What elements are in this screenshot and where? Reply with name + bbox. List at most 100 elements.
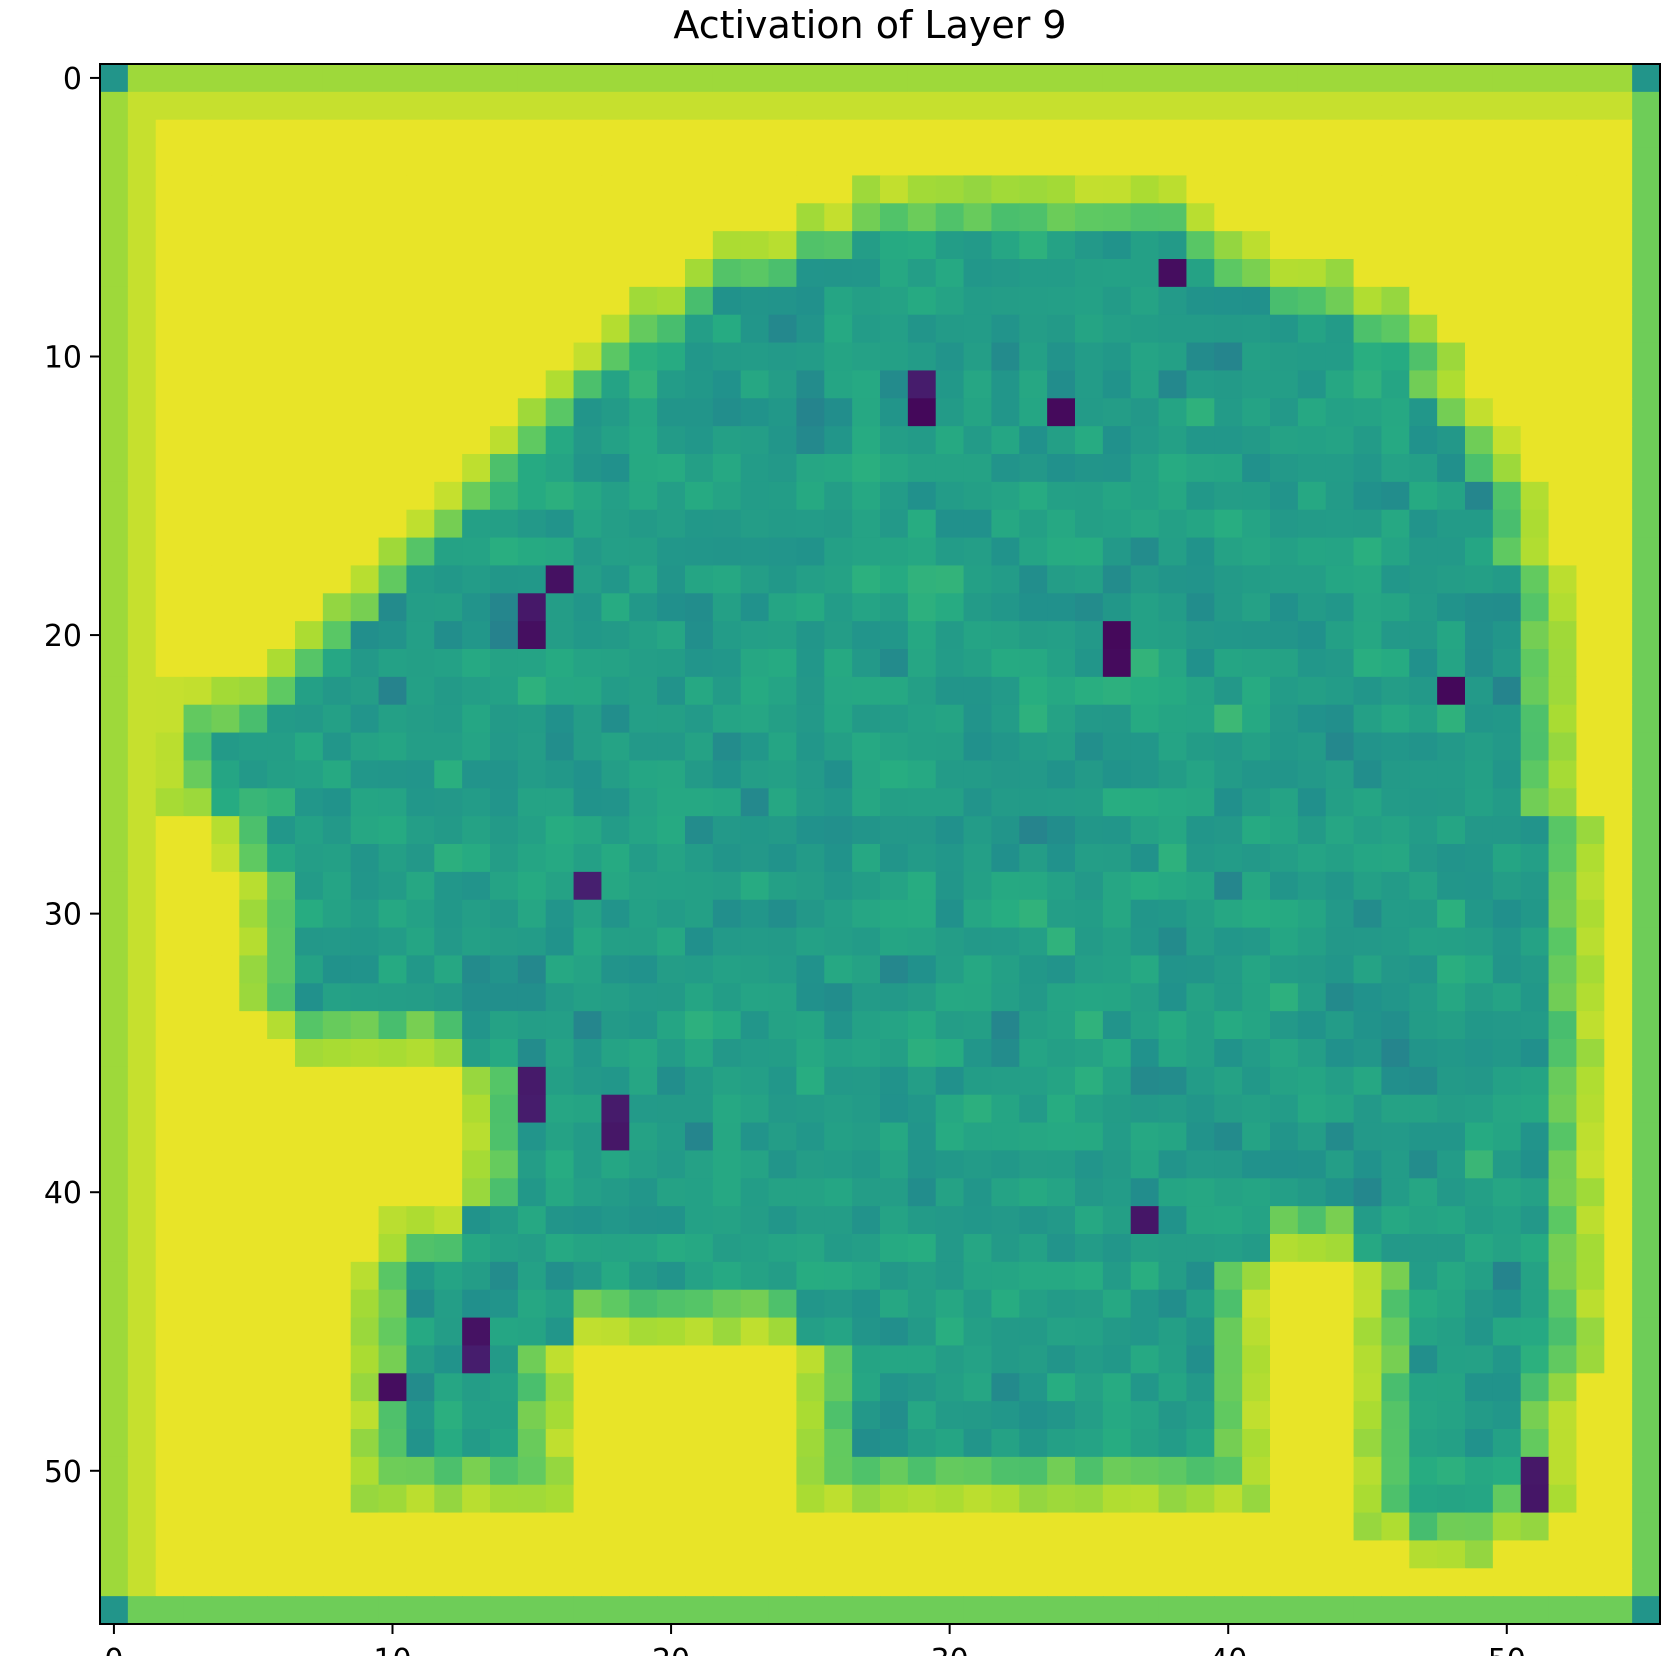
heatmap-cell xyxy=(796,983,825,1012)
heatmap-cell xyxy=(1465,314,1494,344)
heatmap-cell xyxy=(1325,927,1355,957)
heatmap-cell xyxy=(100,1261,129,1291)
heatmap-cell xyxy=(1158,286,1188,316)
heatmap-cell xyxy=(824,1456,853,1486)
heatmap-cell xyxy=(1604,899,1633,929)
heatmap-cell xyxy=(155,983,185,1012)
heatmap-cell xyxy=(796,454,825,483)
heatmap-cell xyxy=(462,370,491,399)
heatmap-cell xyxy=(1158,760,1188,789)
heatmap-cell xyxy=(796,119,825,149)
heatmap-cell xyxy=(712,119,742,149)
heatmap-cell xyxy=(685,1206,714,1235)
heatmap-cell xyxy=(573,64,603,93)
heatmap-cell xyxy=(155,1345,185,1374)
heatmap-cell xyxy=(267,1568,296,1597)
heatmap-cell xyxy=(573,203,603,232)
heatmap-cell xyxy=(935,788,965,817)
heatmap-cell xyxy=(1158,844,1188,873)
heatmap-cell xyxy=(852,593,881,622)
heatmap-cell xyxy=(907,955,937,984)
heatmap-cell xyxy=(1576,314,1605,344)
heatmap-cell xyxy=(963,621,993,650)
heatmap-cell xyxy=(880,1289,909,1319)
heatmap-cell xyxy=(1102,1289,1132,1319)
heatmap-cell xyxy=(657,1094,686,1124)
heatmap-cell xyxy=(1242,593,1271,622)
heatmap-cell xyxy=(127,760,157,789)
heatmap-cell xyxy=(768,175,798,204)
heatmap-cell xyxy=(712,1178,742,1207)
heatmap-cell xyxy=(490,1429,519,1458)
heatmap-cell xyxy=(1242,1401,1271,1430)
heatmap-cell xyxy=(1492,1178,1522,1207)
heatmap-cell xyxy=(1576,1150,1605,1179)
heatmap-cell xyxy=(1576,1206,1605,1235)
heatmap-cell xyxy=(880,342,909,372)
heatmap-cell xyxy=(1047,1122,1076,1152)
heatmap-cell xyxy=(991,481,1020,511)
heatmap-cell xyxy=(406,259,435,288)
heatmap-cell xyxy=(796,1039,825,1068)
heatmap-cell xyxy=(1186,342,1215,372)
heatmap-cell xyxy=(1325,203,1355,232)
heatmap-cell xyxy=(545,760,575,789)
heatmap-cell xyxy=(545,1568,575,1597)
heatmap-cell xyxy=(155,899,185,929)
heatmap-cell xyxy=(712,342,742,372)
heatmap-cell xyxy=(1576,231,1605,260)
heatmap-cell xyxy=(740,704,770,734)
heatmap-cell xyxy=(1214,1094,1243,1124)
heatmap-cell xyxy=(740,565,770,594)
heatmap-cell xyxy=(907,342,937,372)
heatmap-cell xyxy=(880,1150,909,1179)
heatmap-cell xyxy=(1186,1234,1215,1263)
heatmap-cell xyxy=(545,119,575,149)
heatmap-cell xyxy=(1047,899,1076,929)
heatmap-cell xyxy=(183,259,213,288)
heatmap-cell xyxy=(1019,64,1048,93)
heatmap-cell xyxy=(239,509,268,539)
heatmap-cell xyxy=(1297,593,1327,622)
heatmap-cell xyxy=(1102,899,1132,929)
heatmap-cell xyxy=(1075,231,1104,260)
heatmap-cell xyxy=(1047,1456,1076,1486)
heatmap-cell xyxy=(517,1568,547,1597)
heatmap-cell xyxy=(127,871,157,901)
heatmap-cell xyxy=(852,1456,881,1486)
heatmap-cell xyxy=(155,342,185,372)
heatmap-cell xyxy=(1102,1429,1132,1458)
heatmap-cell xyxy=(1632,621,1661,650)
heatmap-cell xyxy=(155,370,185,399)
heatmap-cell xyxy=(545,565,575,594)
heatmap-cell xyxy=(1465,649,1494,678)
heatmap-cell xyxy=(322,1122,352,1152)
heatmap-cell xyxy=(211,1178,240,1207)
heatmap-cell xyxy=(824,1066,853,1096)
heatmap-cell xyxy=(1075,732,1104,762)
heatmap-cell xyxy=(629,593,658,622)
heatmap-cell xyxy=(1409,1568,1438,1597)
heatmap-cell xyxy=(295,1429,324,1458)
heatmap-cell xyxy=(1520,649,1550,678)
heatmap-cell xyxy=(1409,649,1438,678)
heatmap-cell xyxy=(1019,927,1048,957)
heatmap-cell xyxy=(573,454,603,483)
heatmap-cell xyxy=(1047,259,1076,288)
heatmap-cell xyxy=(1548,509,1578,539)
heatmap-cell xyxy=(127,927,157,957)
heatmap-cell xyxy=(155,565,185,594)
heatmap-cell xyxy=(239,649,268,678)
heatmap-cell xyxy=(295,454,324,483)
heatmap-cell xyxy=(963,1122,993,1152)
heatmap-cell xyxy=(322,1512,352,1542)
heatmap-cell xyxy=(1130,1568,1160,1597)
heatmap-cell xyxy=(824,537,853,567)
heatmap-cell xyxy=(935,509,965,539)
heatmap-cell xyxy=(1047,147,1076,177)
heatmap-cell xyxy=(183,621,213,650)
heatmap-cell xyxy=(685,1429,714,1458)
heatmap-cell xyxy=(1214,509,1243,539)
heatmap-cell xyxy=(239,1540,268,1569)
heatmap-cell xyxy=(1465,927,1494,957)
